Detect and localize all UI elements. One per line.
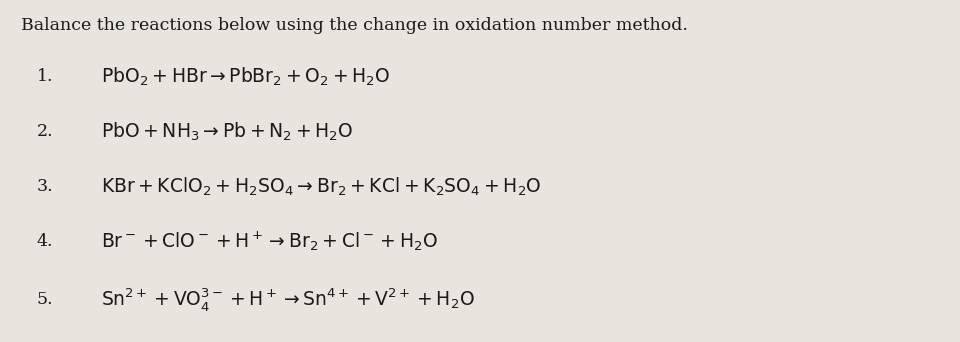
Text: 1.: 1. xyxy=(36,68,53,86)
Text: $\mathrm{PbO_2 + HBr \rightarrow PbBr_2 + O_2 + H_2O}$: $\mathrm{PbO_2 + HBr \rightarrow PbBr_2 … xyxy=(101,66,390,88)
Text: Balance the reactions below using the change in oxidation number method.: Balance the reactions below using the ch… xyxy=(21,17,688,34)
Text: 3.: 3. xyxy=(36,178,53,195)
Text: 4.: 4. xyxy=(36,233,53,250)
Text: 5.: 5. xyxy=(36,291,53,308)
Text: 2.: 2. xyxy=(36,123,53,140)
Text: $\mathrm{KBr + KClO_2 + H_2SO_4 \rightarrow Br_2 + KCl + K_2SO_4 + H_2O}$: $\mathrm{KBr + KClO_2 + H_2SO_4 \rightar… xyxy=(101,175,541,198)
Text: $\mathrm{PbO + NH_3 \rightarrow Pb + N_2 + H_2O}$: $\mathrm{PbO + NH_3 \rightarrow Pb + N_2… xyxy=(101,120,353,143)
Text: $\mathrm{Br^- + ClO^- + H^+ \rightarrow Br_2 + Cl^- + H_2O}$: $\mathrm{Br^- + ClO^- + H^+ \rightarrow … xyxy=(101,229,438,253)
Text: $\mathrm{Sn^{2+} + VO_4^{3-} + H^+ \rightarrow Sn^{4+} + V^{2+} + H_2O}$: $\mathrm{Sn^{2+} + VO_4^{3-} + H^+ \righ… xyxy=(101,286,474,313)
